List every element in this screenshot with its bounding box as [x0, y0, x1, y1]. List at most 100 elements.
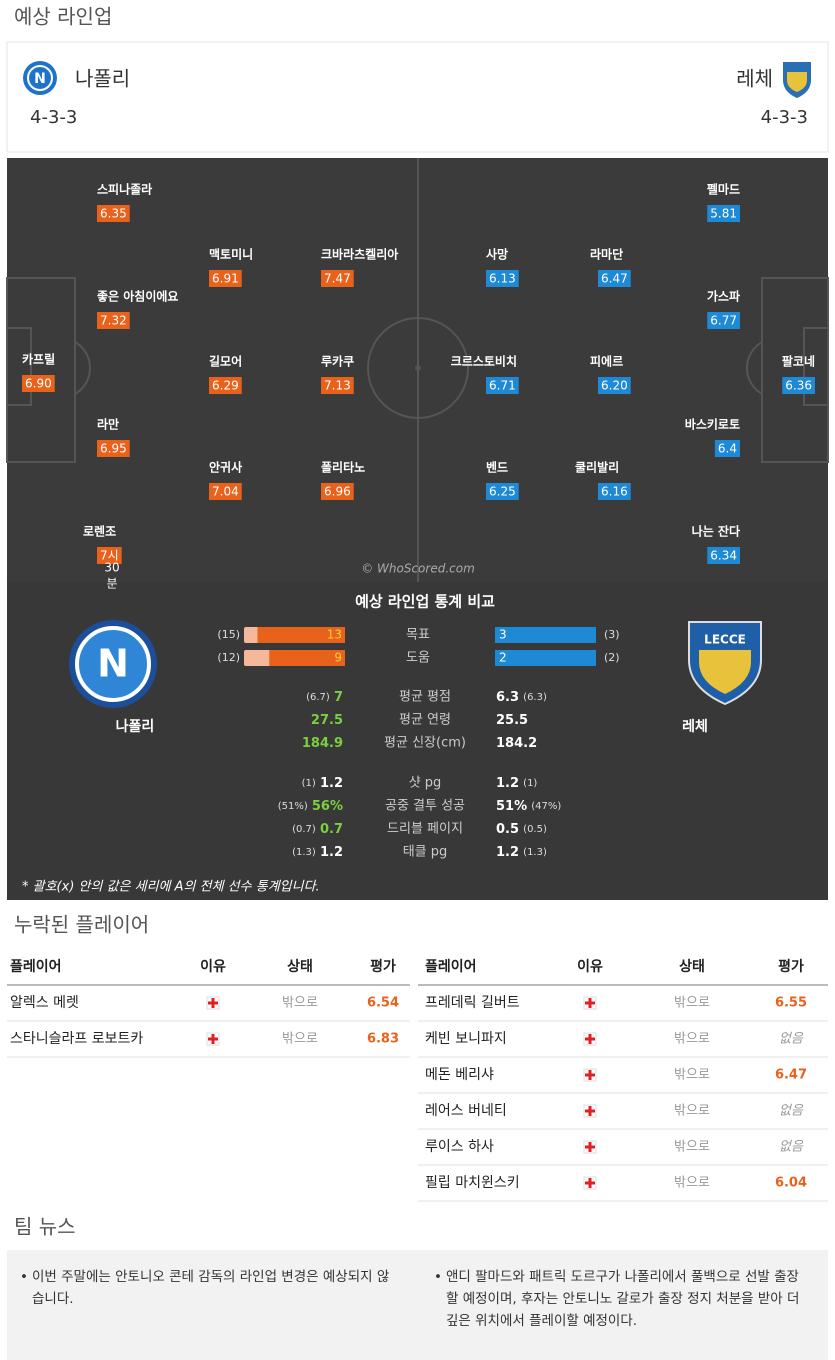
away-league: (47%) — [531, 801, 561, 812]
missing-rating: 6.04 — [775, 1176, 807, 1191]
away-stat: 51% (47%) — [496, 799, 561, 814]
player-rating: 7시 — [100, 549, 119, 563]
player-rating: 6.29 — [212, 379, 239, 393]
home-league: (1) — [302, 778, 316, 789]
home-value: 56% — [312, 799, 343, 814]
svg-text:N: N — [97, 642, 129, 686]
missing-rating: 6.55 — [775, 996, 807, 1011]
injury-cross — [585, 1034, 595, 1044]
stats-title: 예상 라인업 통계 비교 — [355, 593, 495, 611]
home-stat: (1) 1.2 — [302, 776, 343, 791]
missing-rating: 6.54 — [367, 996, 399, 1011]
player-name: 로렌조 — [83, 524, 116, 539]
injury-cross — [585, 1142, 595, 1152]
home-league: (6.7) — [306, 692, 330, 703]
away-value: 25.5 — [496, 713, 528, 728]
missing-status: 밖으로 — [282, 996, 318, 1011]
rating-badge — [209, 270, 242, 287]
away-stat: 0.5 (0.5) — [496, 822, 547, 837]
rating-badge — [97, 205, 130, 222]
player-rating: 6.47 — [601, 272, 628, 286]
missing-status: 밖으로 — [674, 1176, 710, 1191]
away-value: 1.2 — [496, 845, 519, 860]
away-stat: 25.5 — [496, 713, 528, 728]
rating-badge — [714, 440, 740, 457]
rating-badge — [97, 440, 130, 457]
header-card — [6, 41, 829, 153]
away-stat: 1.2 (1) — [496, 776, 537, 791]
home-value: 13 — [327, 628, 342, 642]
home-bar — [269, 650, 345, 666]
stat-label: 평균 신장(cm) — [384, 736, 466, 751]
player-rating: 6.13 — [489, 272, 516, 286]
table-header: 플레이어 — [10, 958, 62, 975]
section-title: 예상 라인업 — [14, 5, 112, 29]
missing-title: 누락된 플레이어 — [14, 913, 149, 937]
watermark: © WhoScored.com — [361, 562, 475, 576]
rating-badge — [782, 377, 815, 394]
player-name: 크르스토비치 — [451, 354, 517, 369]
player-rating: 6.16 — [601, 485, 628, 499]
rating-badge — [707, 205, 740, 222]
stat-label: 평균 평점 — [399, 690, 451, 705]
svg-text:N: N — [34, 71, 46, 87]
home-season: (12) — [217, 651, 240, 664]
missing-player: 스타니슬라프 로보트카 — [10, 1031, 143, 1047]
player-name: 펠마드 — [707, 182, 740, 197]
away-value: 1.2 — [496, 776, 519, 791]
stat-label: 목표 — [406, 628, 430, 643]
player-name: 길모어 — [209, 354, 242, 369]
away-league: (1) — [523, 778, 537, 789]
player-rating: 6.35 — [100, 207, 127, 221]
home-formation: 4-3-3 — [30, 107, 77, 128]
svg-text:LECCE: LECCE — [704, 633, 746, 647]
player-name: 카프릴 — [22, 352, 55, 367]
home-league: (0.7) — [292, 824, 316, 835]
player-rating: 5.81 — [710, 207, 737, 221]
home-stat: 184.9 — [302, 736, 343, 751]
missing-player: 알렉스 메렛 — [10, 995, 79, 1011]
away-bar — [495, 650, 596, 666]
rating-badge — [321, 377, 354, 394]
injury-cross — [208, 998, 218, 1008]
rating-badge — [486, 377, 519, 394]
injury-cross — [585, 1178, 595, 1188]
home-value: 27.5 — [311, 713, 343, 728]
missing-player: 레어스 버네티 — [425, 1103, 507, 1119]
missing-player: 루이스 하사 — [425, 1139, 494, 1155]
home-stat: 27.5 — [311, 713, 343, 728]
home-value: 7 — [334, 690, 343, 705]
rating-badge — [97, 547, 122, 564]
away-stat: 184.2 — [496, 736, 537, 751]
away-value: 51% — [496, 799, 527, 814]
player-name: 사망 — [486, 247, 508, 262]
player-name: 좋은 아침이에요 — [97, 289, 178, 304]
missing-status: 밖으로 — [674, 1032, 710, 1047]
player-name: 스피나졸라 — [97, 182, 152, 197]
away-bar — [495, 627, 596, 643]
player-rating: 6.25 — [489, 485, 516, 499]
rating-badge — [209, 377, 242, 394]
player-name: 라마단 — [590, 247, 623, 262]
rating-badge — [486, 270, 519, 287]
rating-badge — [707, 312, 740, 329]
missing-rating: 없음 — [779, 1140, 804, 1155]
player-rating: 7.04 — [212, 485, 239, 499]
player-extra: 분 — [106, 577, 117, 591]
home-name: 나폴리 — [75, 67, 130, 91]
missing-rating: 없음 — [779, 1104, 804, 1119]
player-rating: 6.91 — [212, 272, 239, 286]
player-name: 피에르 — [590, 354, 623, 369]
rating-badge — [598, 483, 631, 500]
away-stat: 1.2 (1.3) — [496, 845, 547, 860]
home-value: 1.2 — [320, 845, 343, 860]
player-name: 가스파 — [707, 289, 740, 304]
player-rating: 6.36 — [785, 379, 812, 393]
home-season: (15) — [217, 628, 240, 641]
stat-label: 샷 pg — [409, 776, 442, 791]
player-rating: 6.71 — [489, 379, 516, 393]
away-value: 0.5 — [496, 822, 519, 837]
rating-badge — [22, 375, 55, 392]
player-rating: 6.34 — [710, 549, 737, 563]
